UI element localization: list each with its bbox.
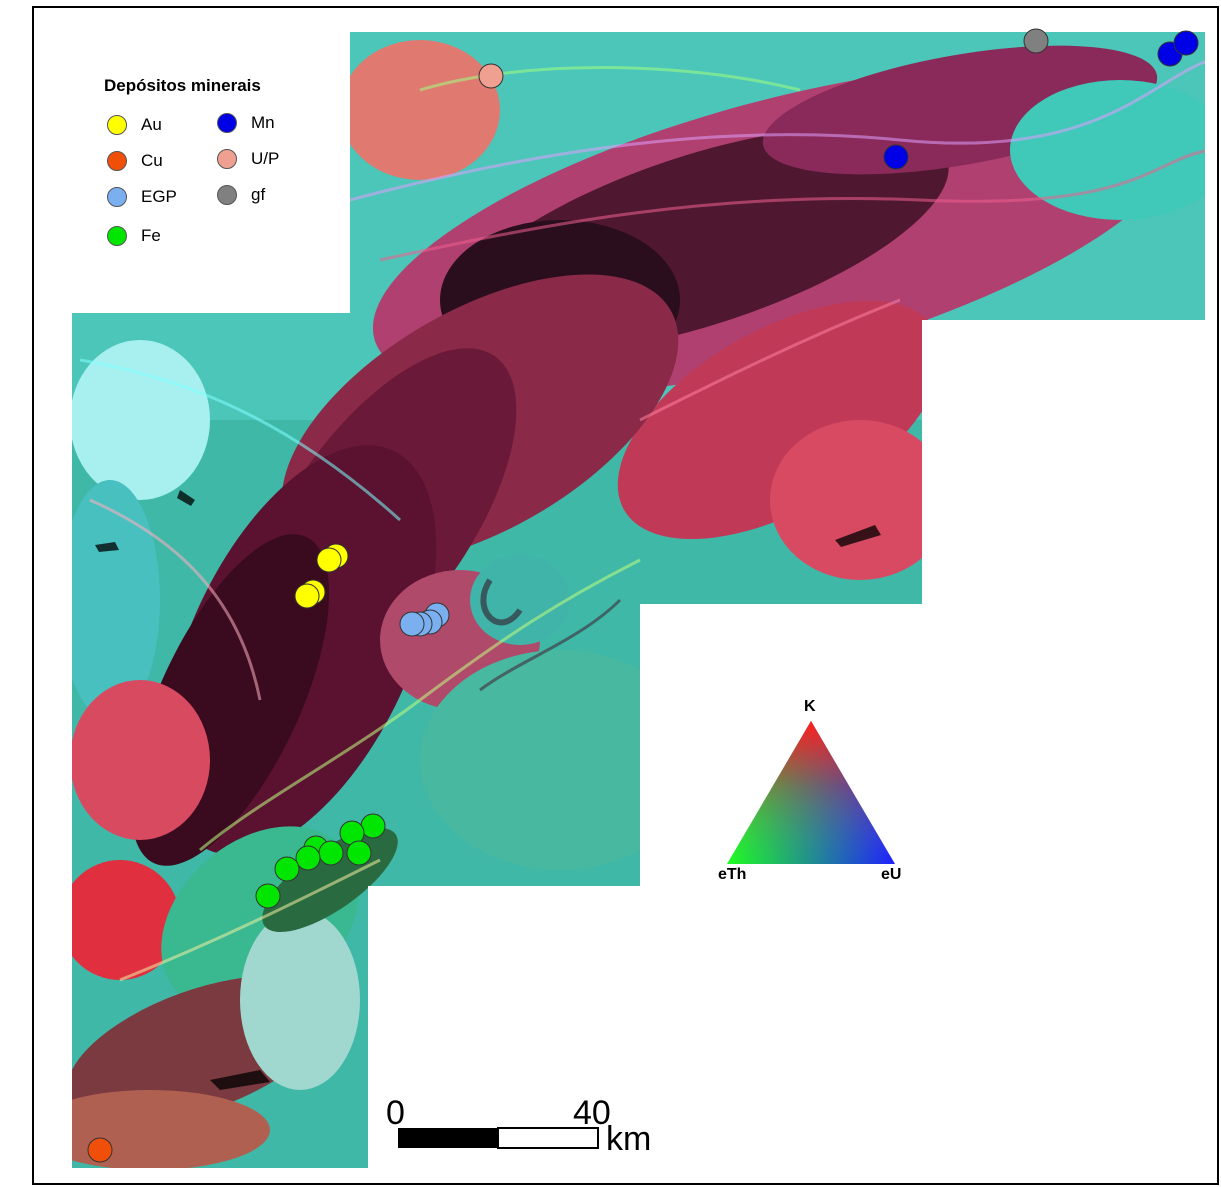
ternary-color-triangle xyxy=(727,721,895,864)
deposit-cu xyxy=(87,1137,113,1163)
deposit-mn xyxy=(883,144,909,170)
deposit-up xyxy=(478,63,504,89)
legend-cu-swatch xyxy=(107,151,127,171)
legend-fe-label: Fe xyxy=(141,226,161,245)
legend-item-fe: Fe xyxy=(107,224,161,248)
legend-egp-label: EGP xyxy=(141,187,177,206)
scale-bar xyxy=(398,1127,599,1149)
legend-mn-label: Mn xyxy=(251,113,275,132)
ternary-label-eth: eTh xyxy=(718,866,747,883)
deposit-gf xyxy=(1023,28,1049,54)
deposit-egp xyxy=(399,611,425,637)
deposit-fe xyxy=(346,840,372,866)
ternary-label-k: K xyxy=(804,698,816,715)
legend-item-mn: Mn xyxy=(217,111,275,135)
legend-fe-swatch xyxy=(107,226,127,246)
deposit-au xyxy=(316,547,342,573)
legend-item-up: U/P xyxy=(217,147,279,171)
deposit-fe xyxy=(255,883,281,909)
legend-egp-swatch xyxy=(107,187,127,207)
legend-item-au: Au xyxy=(107,113,162,137)
legend-gf-label: gf xyxy=(251,185,266,204)
deposit-fe xyxy=(360,813,386,839)
scale-unit-label: km xyxy=(606,1120,652,1158)
legend-item-gf: gf xyxy=(217,183,265,207)
radiometric-image xyxy=(72,32,1205,1168)
legend-item-egp: EGP xyxy=(107,185,177,209)
deposit-mn xyxy=(1173,30,1199,56)
deposit-au xyxy=(294,583,320,609)
deposit-fe xyxy=(318,840,344,866)
legend-title: Depósitos minerais xyxy=(104,76,261,95)
legend-au-label: Au xyxy=(141,115,162,134)
legend-cu-label: Cu xyxy=(141,151,163,170)
legend-gf-swatch xyxy=(217,185,237,205)
legend-up-swatch xyxy=(217,149,237,169)
scale-start-label: 0 xyxy=(386,1094,405,1132)
scale-end-label: 40 xyxy=(573,1094,611,1132)
deposit-markers xyxy=(87,28,1199,1163)
legend-item-cu: Cu xyxy=(107,149,163,173)
legend-au-swatch xyxy=(107,115,127,135)
deposit-fe xyxy=(274,856,300,882)
legend-mn-swatch xyxy=(217,113,237,133)
deposit-fe xyxy=(295,845,321,871)
legend-up-label: U/P xyxy=(251,149,280,168)
ternary-label-eu: eU xyxy=(881,866,902,883)
